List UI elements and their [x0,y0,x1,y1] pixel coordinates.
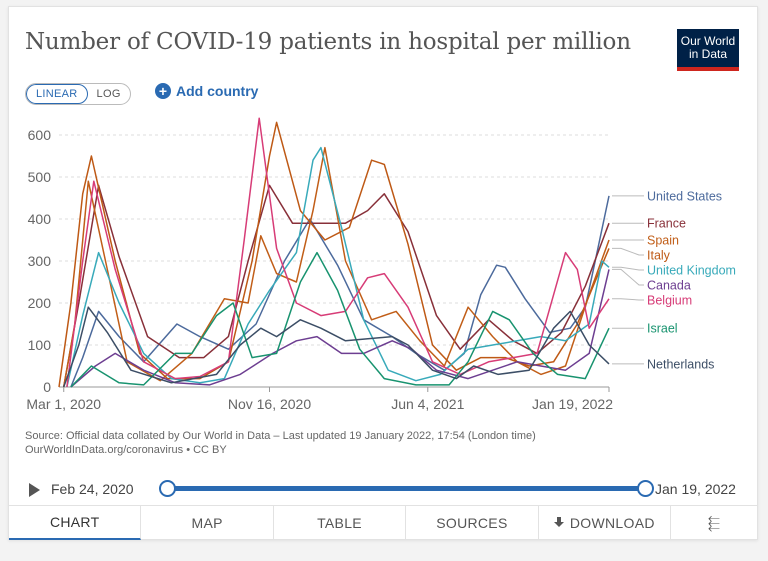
legend-label: United States [647,189,722,203]
legend-label: Belgium [647,294,692,308]
x-tick-label: Nov 16, 2020 [228,396,311,412]
legend-label: Italy [647,249,671,263]
x-tick-label: Jan 19, 2022 [532,396,613,412]
x-tick-label: Jun 4, 2021 [391,396,464,412]
x-tick-label: Mar 1, 2020 [26,396,101,412]
series-line-netherlands [62,306,610,388]
timeline: Feb 24, 2020 Jan 19, 2022 [25,477,745,503]
timeline-start-handle[interactable] [159,480,176,497]
timeline-end-label: Jan 19, 2022 [655,481,736,497]
download-icon [553,517,564,529]
series-line-france [62,184,610,388]
line-chart: 0 100 200 300 400 500 600 Mar 1, 2020 Nov 16, 20… [26,117,736,412]
tab-table[interactable]: TABLE [274,506,407,540]
series-line-italy [58,121,610,388]
linear-scale-button[interactable]: LINEAR [26,84,88,104]
plus-circle-icon: + [155,83,171,99]
chart-card: Number of COVID-19 patients in hospital … [8,6,758,540]
source-line-1: Source: Official data collated by Our Wo… [25,430,536,442]
tab-chart[interactable]: CHART [9,506,142,540]
owid-logo[interactable]: Our World in Data [677,29,739,71]
legend-connector [612,266,644,271]
y-tick-label: 200 [28,295,52,311]
logo-line-1: Our World [680,34,736,48]
legend-connector [612,268,644,286]
page-title: Number of COVID-19 patients in hospital … [25,29,631,55]
legend-label: United Kingdom [647,264,736,278]
log-scale-button[interactable]: LOG [96,88,121,100]
tab-download[interactable]: DOWNLOAD [539,506,672,540]
legend-label: Spain [647,234,679,248]
tab-bar: CHART MAP TABLE SOURCES DOWNLOAD ⬱ [9,505,757,540]
tab-sources[interactable]: SOURCES [406,506,539,540]
series-line-spain [62,146,610,388]
y-tick-label: 500 [28,169,52,185]
timeline-end-handle[interactable] [637,480,654,497]
series-line-israel [70,251,610,388]
y-tick-label: 100 [28,337,52,353]
legend-connector [612,298,644,301]
source-note: Source: Official data collated by Our Wo… [25,429,625,457]
legend-label: Israel [647,322,678,336]
legend-label: Netherlands [647,357,714,371]
legend-label: Canada [647,279,691,293]
series-line-united-kingdom [66,146,610,388]
y-tick-label: 0 [43,379,51,395]
add-country-label: Add country [176,83,259,99]
share-button[interactable]: ⬱ [671,506,757,540]
source-line-2: OurWorldInData.org/coronavirus • CC BY [25,444,227,456]
tab-map[interactable]: MAP [141,506,274,540]
add-country-button[interactable]: + Add country [155,83,258,99]
play-icon[interactable] [29,483,40,497]
timeline-track[interactable] [167,486,645,491]
timeline-start-label: Feb 24, 2020 [51,481,134,497]
y-tick-label: 400 [28,211,52,227]
series-line-canada [70,269,610,388]
logo-line-2: in Data [688,47,728,61]
share-icon: ⬱ [707,514,721,532]
legend-connector [612,247,644,256]
series-line-united-states [70,195,610,388]
y-tick-label: 300 [28,253,52,269]
scale-toggle: LINEAR LOG [25,83,131,105]
tab-download-label: DOWNLOAD [569,515,655,531]
legend-label: France [647,217,686,231]
y-tick-label: 600 [28,127,52,143]
